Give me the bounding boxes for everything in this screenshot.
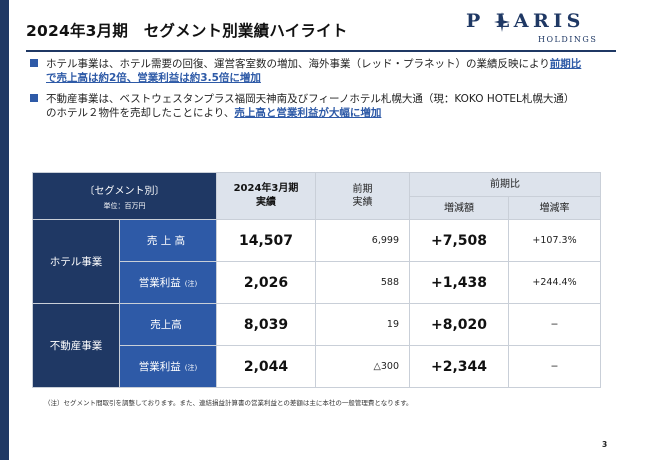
bullet-line2: のホテル２物件を売却したことにより、: [46, 107, 235, 119]
unit-label: 単位：百万円: [103, 201, 146, 210]
left-accent-stripe: [0, 0, 9, 460]
current-value: 14,507: [216, 219, 316, 262]
current-year-sub: 実績: [256, 197, 276, 208]
prev-value: 19: [315, 303, 410, 346]
page-title: 2024年3月期 セグメント別業績ハイライト: [26, 22, 348, 40]
diff-value: +1,438: [409, 261, 509, 304]
prev-year-sub: 実績: [352, 197, 373, 208]
item-label: 売上高: [119, 303, 217, 346]
segment-results-table: 〔セグメント別〕 単位：百万円 2024年3月期 実績 前期 実績 前期比 増減…: [32, 172, 601, 388]
diff-value: +8,020: [409, 303, 509, 346]
prev-year-header: 前期 実績: [315, 172, 410, 220]
table-row: 不動産事業 売上高 8,039 19 +8,020 −: [32, 303, 601, 388]
prev-value: 588: [315, 261, 410, 304]
item-text: 営業利益: [138, 277, 181, 289]
logo-wordmark: P LARIS: [466, 10, 585, 32]
yoy-header: 前期比: [409, 172, 601, 197]
prev-value: 6,999: [315, 219, 410, 262]
current-year-label: 2024年3月期: [233, 183, 299, 194]
table-row: ホテル事業 売 上 高 14,507 6,999 +7,508 +107.3%: [32, 219, 601, 304]
segment-name: 不動産事業: [32, 303, 120, 388]
current-value: 2,044: [216, 345, 316, 388]
item-text: 売上高: [150, 319, 182, 331]
segment-header-label: 〔セグメント別〕: [84, 185, 165, 197]
bullet-text: 不動産事業は、ベストウェスタンプラス福岡天神南及びフィーノホテル札幌大通（現：K…: [46, 92, 574, 120]
polaris-logo: P LARIS HOLDINGS: [466, 10, 616, 54]
current-value: 2,026: [216, 261, 316, 304]
item-label: 営業利益 (注): [119, 261, 217, 304]
diff-value: +2,344: [409, 345, 509, 388]
page-number: 3: [602, 440, 608, 449]
item-note: (注): [184, 364, 198, 372]
prev-value: △300: [315, 345, 410, 388]
item-note: (注): [184, 280, 198, 288]
segment-name: ホテル事業: [32, 219, 120, 304]
rate-value: +244.4%: [508, 261, 601, 304]
bullet-text: ホテル事業は、ホテル需要の回復、運営客室数の増加、海外事業（レッド・プラネット）…: [46, 57, 581, 85]
bullet-line1: 不動産事業は、ベストウェスタンプラス福岡天神南及びフィーノホテル札幌大通（現：K…: [46, 93, 575, 105]
item-text: 営業利益: [138, 361, 181, 373]
current-value: 8,039: [216, 303, 316, 346]
star-icon: [494, 12, 510, 32]
prev-year-label: 前期: [352, 184, 373, 195]
rate-value: −: [508, 345, 601, 388]
rate-value: +107.3%: [508, 219, 601, 262]
bullet-highlight: 売上高と営業利益が大幅に増加: [234, 107, 382, 119]
table-row: 営業利益 (注) 2,044 △300 +2,344 −: [33, 345, 601, 388]
item-label: 売 上 高: [119, 219, 217, 262]
diff-header: 増減額: [409, 196, 509, 220]
title-divider: [26, 50, 616, 52]
rate-value: −: [508, 303, 601, 346]
table-row: 営業利益 (注) 2,026 588 +1,438 +244.4%: [33, 261, 601, 304]
segment-header: 〔セグメント別〕 単位：百万円: [32, 172, 217, 220]
current-year-header: 2024年3月期 実績: [216, 172, 316, 220]
bullet-square-icon: [30, 59, 38, 67]
item-label: 営業利益 (注): [119, 345, 217, 388]
rate-header: 増減率: [508, 196, 601, 220]
diff-value: +7,508: [409, 219, 509, 262]
item-text: 売 上 高: [146, 235, 186, 247]
bullet-square-icon: [30, 94, 38, 102]
logo-subtitle: HOLDINGS: [538, 35, 598, 44]
footnote: （注）セグメント間取引を調整しております。また、連結損益計算書の営業利益との差額…: [44, 399, 413, 407]
bullet-highlight: 前期比: [549, 58, 582, 70]
bullet-line1: ホテル事業は、ホテル需要の回復、運営客室数の増加、海外事業（レッド・プラネット）…: [46, 58, 550, 70]
bullet-highlight: で売上高は約2倍、営業利益は約3.5倍に増加: [46, 72, 261, 84]
